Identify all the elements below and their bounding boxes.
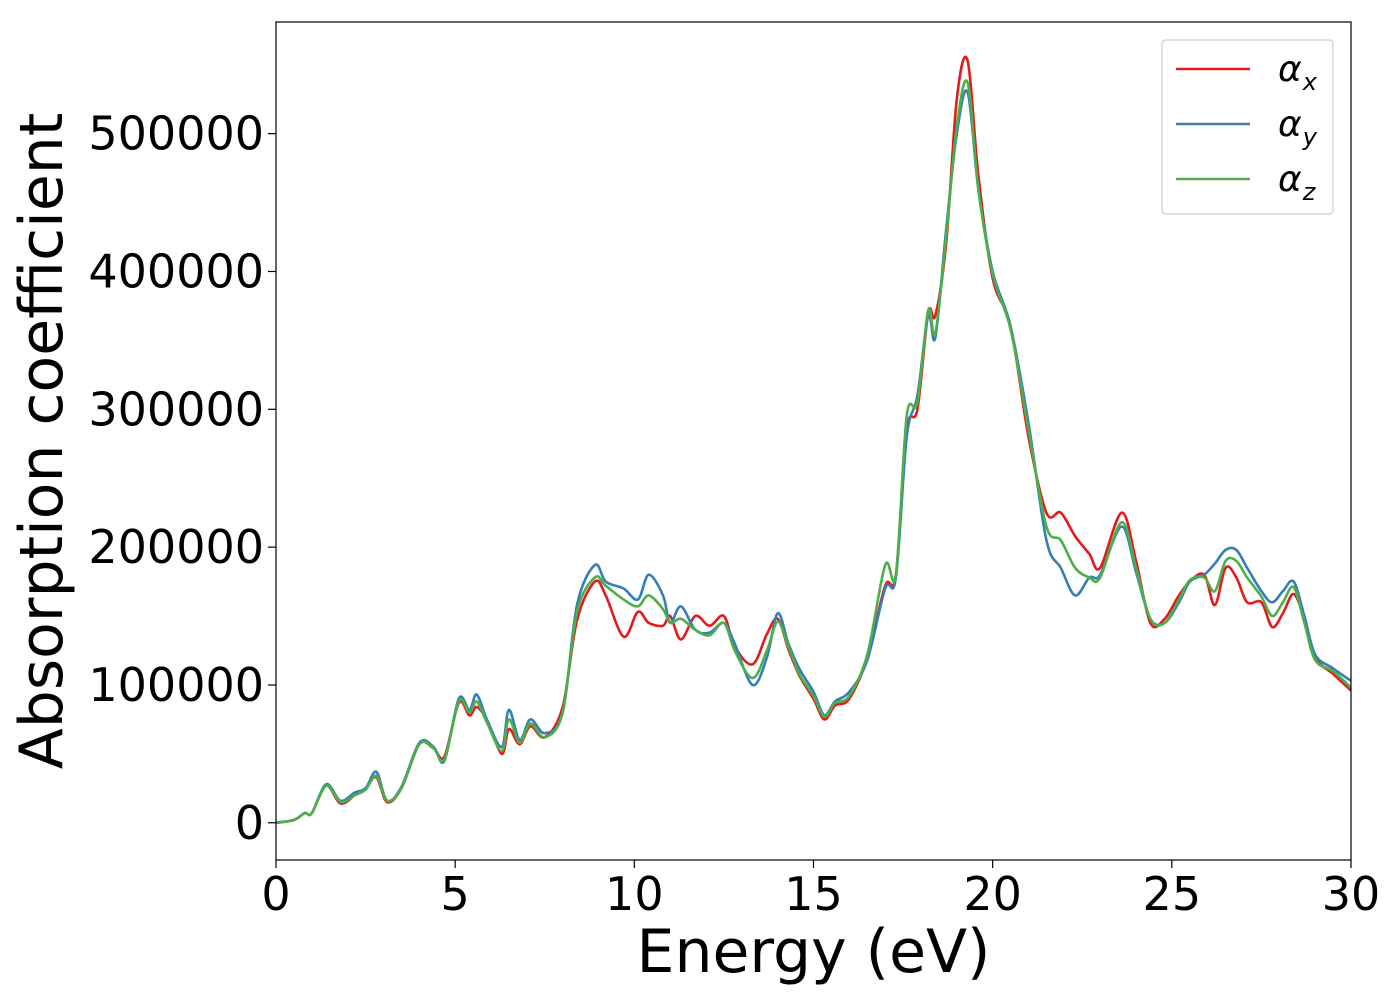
y-tick-label: 300000 [88, 382, 264, 436]
x-tick-label: 25 [1143, 867, 1202, 921]
legend-subscript: z [1302, 178, 1317, 206]
legend-symbol: α [1278, 159, 1302, 200]
legend-label-y: αy [1278, 104, 1318, 151]
y-tick-label: 500000 [88, 107, 264, 161]
series-layer [276, 55, 1351, 825]
x-tick-label: 0 [261, 867, 290, 921]
x-tick-label: 20 [963, 867, 1022, 921]
legend-label-z: αz [1278, 159, 1317, 206]
y-axis: 0 100000 200000 300000 400000 500000 [88, 107, 276, 850]
legend-subscript: x [1302, 68, 1318, 96]
x-tick-label: 30 [1322, 867, 1381, 921]
legend-label-x: αx [1278, 49, 1318, 96]
legend-symbol: α [1278, 104, 1302, 145]
legend-box [1161, 39, 1334, 215]
y-tick-label: 200000 [88, 520, 264, 574]
y-tick-label: 100000 [88, 658, 264, 712]
series-line-z [276, 79, 1351, 825]
legend-subscript: y [1302, 123, 1318, 151]
legend-symbol: α [1278, 49, 1302, 90]
y-tick-label: 0 [235, 796, 264, 850]
y-tick-label: 400000 [88, 244, 264, 298]
y-axis-label: Absorption coefficient [7, 113, 77, 770]
x-tick-label: 5 [441, 867, 470, 921]
x-tick-label: 10 [605, 867, 664, 921]
x-tick-label: 15 [784, 867, 843, 921]
x-axis: 0 5 10 15 20 25 30 [261, 860, 1380, 921]
x-axis-label: Energy (eV) [637, 917, 991, 987]
